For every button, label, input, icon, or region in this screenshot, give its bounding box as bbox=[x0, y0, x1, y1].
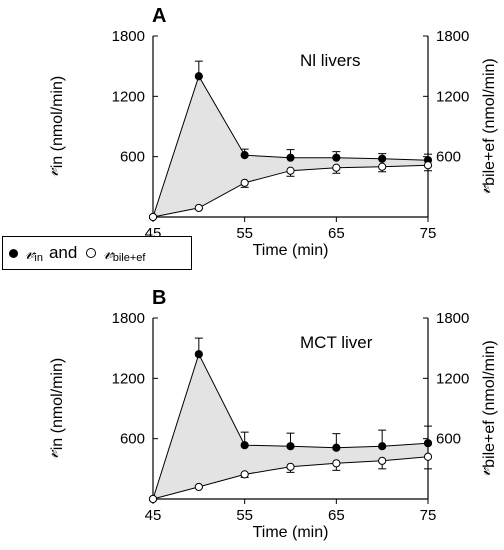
panel-a-xtick-label-55: 55 bbox=[236, 225, 253, 242]
panel-b-series-in-point-75 bbox=[423, 439, 433, 448]
panel-a-ytick-label-left-1800: 1800 bbox=[112, 28, 145, 45]
panel-a-series-bile-point-70 bbox=[378, 162, 387, 171]
panel-b-series-bile-point-75 bbox=[423, 452, 433, 461]
panel-b-ylabel-right: 𝓋bile+ef (nmol/min) bbox=[474, 340, 498, 477]
panel-a-letter: A bbox=[152, 5, 166, 27]
panel-b-series-in-point-65 bbox=[332, 443, 341, 452]
legend-symbol-out: 𝓋 bbox=[103, 242, 113, 264]
panel-b: 600 600 1200 1200 1800 1800 45 55 65 75 Time (min)… bbox=[42, 287, 498, 541]
panel-b-ytick-label-right-1200: 1200 bbox=[436, 370, 469, 387]
legend-open-marker bbox=[86, 248, 97, 258]
panel-b-series-bile-point-55 bbox=[240, 470, 249, 479]
panel-a-series-in-point-55 bbox=[240, 151, 249, 160]
panel-b-xtick-label-45: 45 bbox=[145, 507, 162, 524]
panel-b-xlabel: Time (min) bbox=[253, 524, 329, 541]
panel-b-series-bile-point-70 bbox=[378, 456, 387, 465]
panel-b-ytick-label-left-1200: 1200 bbox=[112, 370, 145, 387]
panel-a-series-in-point-50 bbox=[194, 72, 203, 81]
panel-a-ytick-label-right-600: 600 bbox=[436, 149, 461, 166]
panel-a-xtick-label-65: 65 bbox=[328, 225, 345, 242]
panel-a-shaded-area bbox=[153, 76, 428, 217]
panel-b-shaded-area bbox=[153, 354, 428, 499]
panel-b-series-bile-point-60 bbox=[286, 462, 295, 471]
panel-b-annotation: MCT liver bbox=[300, 333, 373, 352]
panel-b-series-in-point-60 bbox=[286, 442, 295, 451]
panel-b-series-in-point-50 bbox=[194, 350, 203, 359]
panel-a-xtick-label-75: 75 bbox=[420, 225, 437, 242]
panel-a-series-in-point-60 bbox=[286, 153, 295, 162]
legend-sub-out: bile+ef bbox=[112, 252, 146, 264]
panel-a-ytick-label-right-1800: 1800 bbox=[436, 28, 469, 45]
legend-symbol-in: 𝓋 bbox=[25, 242, 35, 264]
panel-a-annotation: Nl livers bbox=[300, 51, 360, 70]
panel-a-xlabel: Time (min) bbox=[253, 242, 329, 259]
panel-b-xtick-label-55: 55 bbox=[236, 507, 253, 524]
panel-a-ytick-label-right-1200: 1200 bbox=[436, 88, 469, 105]
panel-a-ytick-label-left-600: 600 bbox=[120, 149, 145, 166]
legend-sub-in: in bbox=[34, 252, 43, 264]
panel-b-ylabel-left: 𝓋in (nmol/min) bbox=[42, 358, 66, 459]
panel-a-series-bile-point-55 bbox=[240, 178, 249, 187]
legend-filled-marker bbox=[9, 248, 18, 258]
panel-a-series-in-point-65 bbox=[332, 153, 341, 162]
panel-b-series-bile-point-50 bbox=[194, 482, 203, 492]
panel-b-xtick-label-75: 75 bbox=[420, 507, 437, 524]
panel-b-ytick-label-right-1800: 1800 bbox=[436, 310, 469, 327]
panel-a-ylabel-right: 𝓋bile+ef (nmol/min) bbox=[474, 58, 498, 195]
legend-and: and bbox=[48, 243, 78, 262]
panel-b-ytick-label-left-1800: 1800 bbox=[112, 310, 145, 327]
panel-b-series-in-point-55 bbox=[240, 441, 249, 450]
panel-a-series-bile-point-75 bbox=[423, 161, 433, 170]
panel-b-series-bile-point-45 bbox=[148, 494, 158, 504]
legend: 𝓋 in and 𝓋 bile+ef bbox=[2, 236, 192, 270]
panel-b-series-in-point-70 bbox=[378, 442, 387, 451]
panel-b-xtick-label-65: 65 bbox=[328, 507, 345, 524]
panel-a-series-bile-point-65 bbox=[332, 163, 341, 172]
panel-a-series-bile-point-45 bbox=[148, 212, 158, 222]
panel-b-ytick-label-left-600: 600 bbox=[120, 431, 145, 448]
panel-a-ylabel-left: 𝓋in (nmol/min) bbox=[42, 76, 66, 177]
panel-a-series-in-point-70 bbox=[378, 154, 387, 163]
panel-b-letter: B bbox=[152, 287, 166, 309]
panel-a-ytick-label-left-1200: 1200 bbox=[112, 88, 145, 105]
panel-b-series-bile-point-65 bbox=[332, 459, 341, 468]
panel-a-series-bile-point-50 bbox=[194, 203, 203, 213]
panel-a-series-bile-point-60 bbox=[286, 166, 295, 175]
panel-b-ytick-label-right-600: 600 bbox=[436, 431, 461, 448]
